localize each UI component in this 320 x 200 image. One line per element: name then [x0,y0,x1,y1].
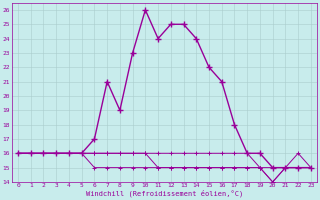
X-axis label: Windchill (Refroidissement éolien,°C): Windchill (Refroidissement éolien,°C) [86,190,243,197]
